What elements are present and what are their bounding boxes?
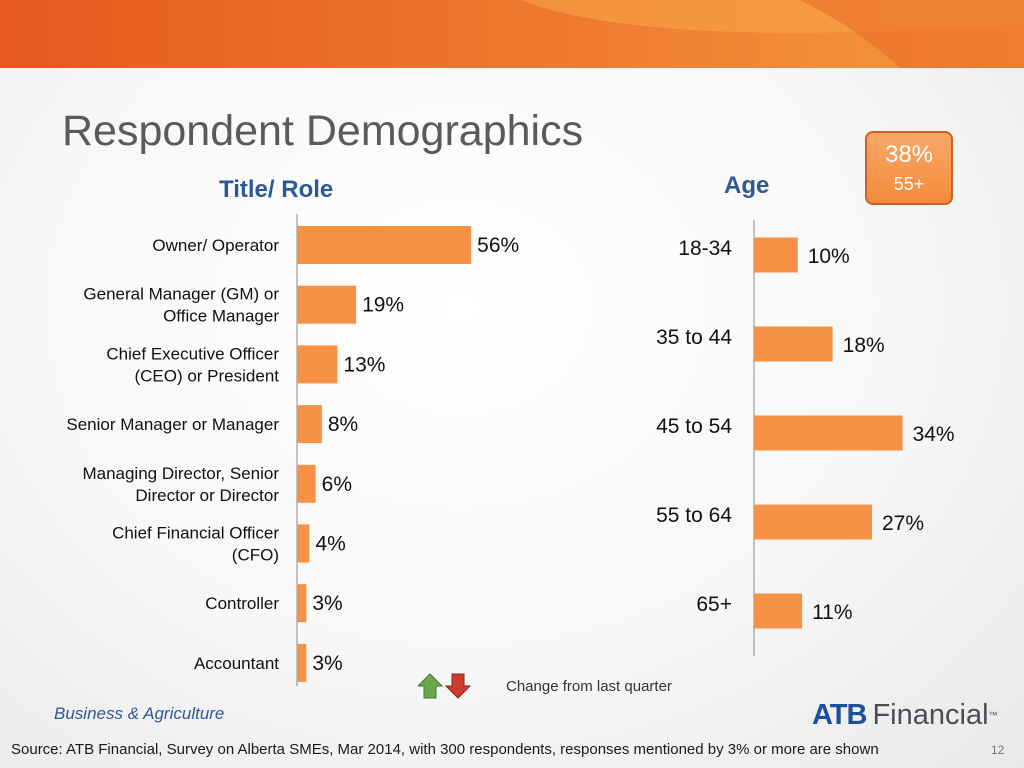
category-label-line: Chief Financial Officer bbox=[112, 524, 279, 543]
atb-financial-logo: ATB Financial™ bbox=[812, 699, 998, 731]
category-label: Accountant bbox=[194, 654, 279, 673]
value-label: 27% bbox=[882, 512, 924, 535]
value-label: 3% bbox=[312, 592, 342, 615]
bar bbox=[297, 226, 472, 264]
age-chart: 10% 18-34 18% 35 to 44 34% 45 to 54 27% 55 to 6… bbox=[656, 220, 955, 656]
category-label: Chief Executive Officer (CEO) or Presiden… bbox=[106, 344, 279, 385]
highlight-label: 55+ bbox=[893, 174, 925, 194]
logo-word: Financial bbox=[872, 699, 989, 731]
category-label: General Manager (GM) or Office Manager bbox=[83, 285, 279, 326]
value-label: 13% bbox=[343, 353, 385, 376]
category-label: 45 to 54 bbox=[656, 415, 732, 438]
green-up-arrow-icon bbox=[418, 673, 444, 699]
category-label: 55 to 64 bbox=[656, 504, 732, 527]
category-label: 18-34 bbox=[678, 237, 732, 260]
category-label: Chief Financial Officer (CFO) bbox=[112, 524, 279, 565]
category-label: Controller bbox=[205, 594, 279, 613]
value-label: 4% bbox=[315, 533, 345, 556]
value-label: 6% bbox=[322, 473, 352, 496]
bar bbox=[297, 285, 357, 324]
value-label: 10% bbox=[808, 245, 850, 268]
category-label: Managing Director, Senior Director or Dir… bbox=[82, 464, 279, 505]
value-label: 8% bbox=[328, 413, 358, 436]
highlight-callout: 38% 55+ bbox=[865, 131, 953, 205]
bar bbox=[297, 464, 316, 503]
bar bbox=[754, 504, 872, 540]
category-label-line: (CFO) bbox=[232, 546, 279, 565]
legend-arrows bbox=[418, 673, 472, 699]
logo-brand: ATB bbox=[812, 699, 867, 731]
category-label-line: 55 to 64 bbox=[656, 504, 732, 527]
bar bbox=[297, 524, 310, 563]
value-label: 19% bbox=[362, 294, 404, 317]
bar bbox=[754, 326, 833, 362]
value-label: 34% bbox=[913, 423, 955, 446]
category-label-line: 65+ bbox=[696, 593, 732, 616]
slide-title: Respondent Demographics bbox=[62, 107, 584, 155]
header-band bbox=[0, 0, 1024, 68]
category-label-line: Controller bbox=[205, 594, 279, 613]
bar bbox=[297, 345, 338, 384]
bar bbox=[297, 584, 307, 623]
category-label-line: Office Manager bbox=[163, 307, 279, 326]
title-role-chart: 56% Owner/ Operator 19% General Manager (GM… bbox=[66, 214, 519, 686]
change-legend: Change from last quarter bbox=[418, 672, 672, 700]
division-label: Business & Agriculture bbox=[54, 704, 225, 723]
highlight-value: 38% bbox=[884, 141, 934, 168]
category-label-line: Owner/ Operator bbox=[152, 236, 279, 255]
bar bbox=[297, 643, 307, 682]
bar bbox=[297, 405, 322, 444]
value-label: 3% bbox=[312, 652, 342, 675]
category-label-line: 35 to 44 bbox=[656, 326, 732, 349]
bar bbox=[754, 237, 798, 273]
slide-number: 12 bbox=[991, 743, 1005, 757]
value-label: 11% bbox=[812, 601, 852, 624]
bar bbox=[754, 415, 903, 451]
category-label-line: General Manager (GM) or bbox=[83, 285, 279, 304]
red-down-arrow-icon bbox=[444, 673, 472, 699]
source-note: Source: ATB Financial, Survey on Alberta… bbox=[11, 741, 879, 758]
category-label: Senior Manager or Manager bbox=[66, 415, 279, 434]
category-label: 35 to 44 bbox=[656, 326, 732, 349]
category-label-line: Director or Director bbox=[135, 486, 279, 505]
bar bbox=[754, 593, 803, 629]
category-label-line: Senior Manager or Manager bbox=[66, 415, 279, 434]
logo-trademark: ™ bbox=[988, 710, 998, 720]
category-label: Owner/ Operator bbox=[152, 236, 279, 255]
category-label: 65+ bbox=[696, 593, 732, 616]
category-label-line: (CEO) or President bbox=[134, 366, 279, 385]
category-label-line: Accountant bbox=[194, 654, 279, 673]
category-label-line: Managing Director, Senior bbox=[82, 464, 279, 483]
category-label-line: 18-34 bbox=[678, 237, 732, 260]
title-role-heading: Title/ Role bbox=[219, 176, 334, 203]
category-label-line: 45 to 54 bbox=[656, 415, 732, 438]
age-heading: Age bbox=[724, 172, 770, 199]
category-label-line: Chief Executive Officer bbox=[106, 344, 279, 363]
value-label: 56% bbox=[477, 234, 519, 257]
legend-text: Change from last quarter bbox=[506, 677, 672, 695]
value-label: 18% bbox=[843, 334, 885, 357]
